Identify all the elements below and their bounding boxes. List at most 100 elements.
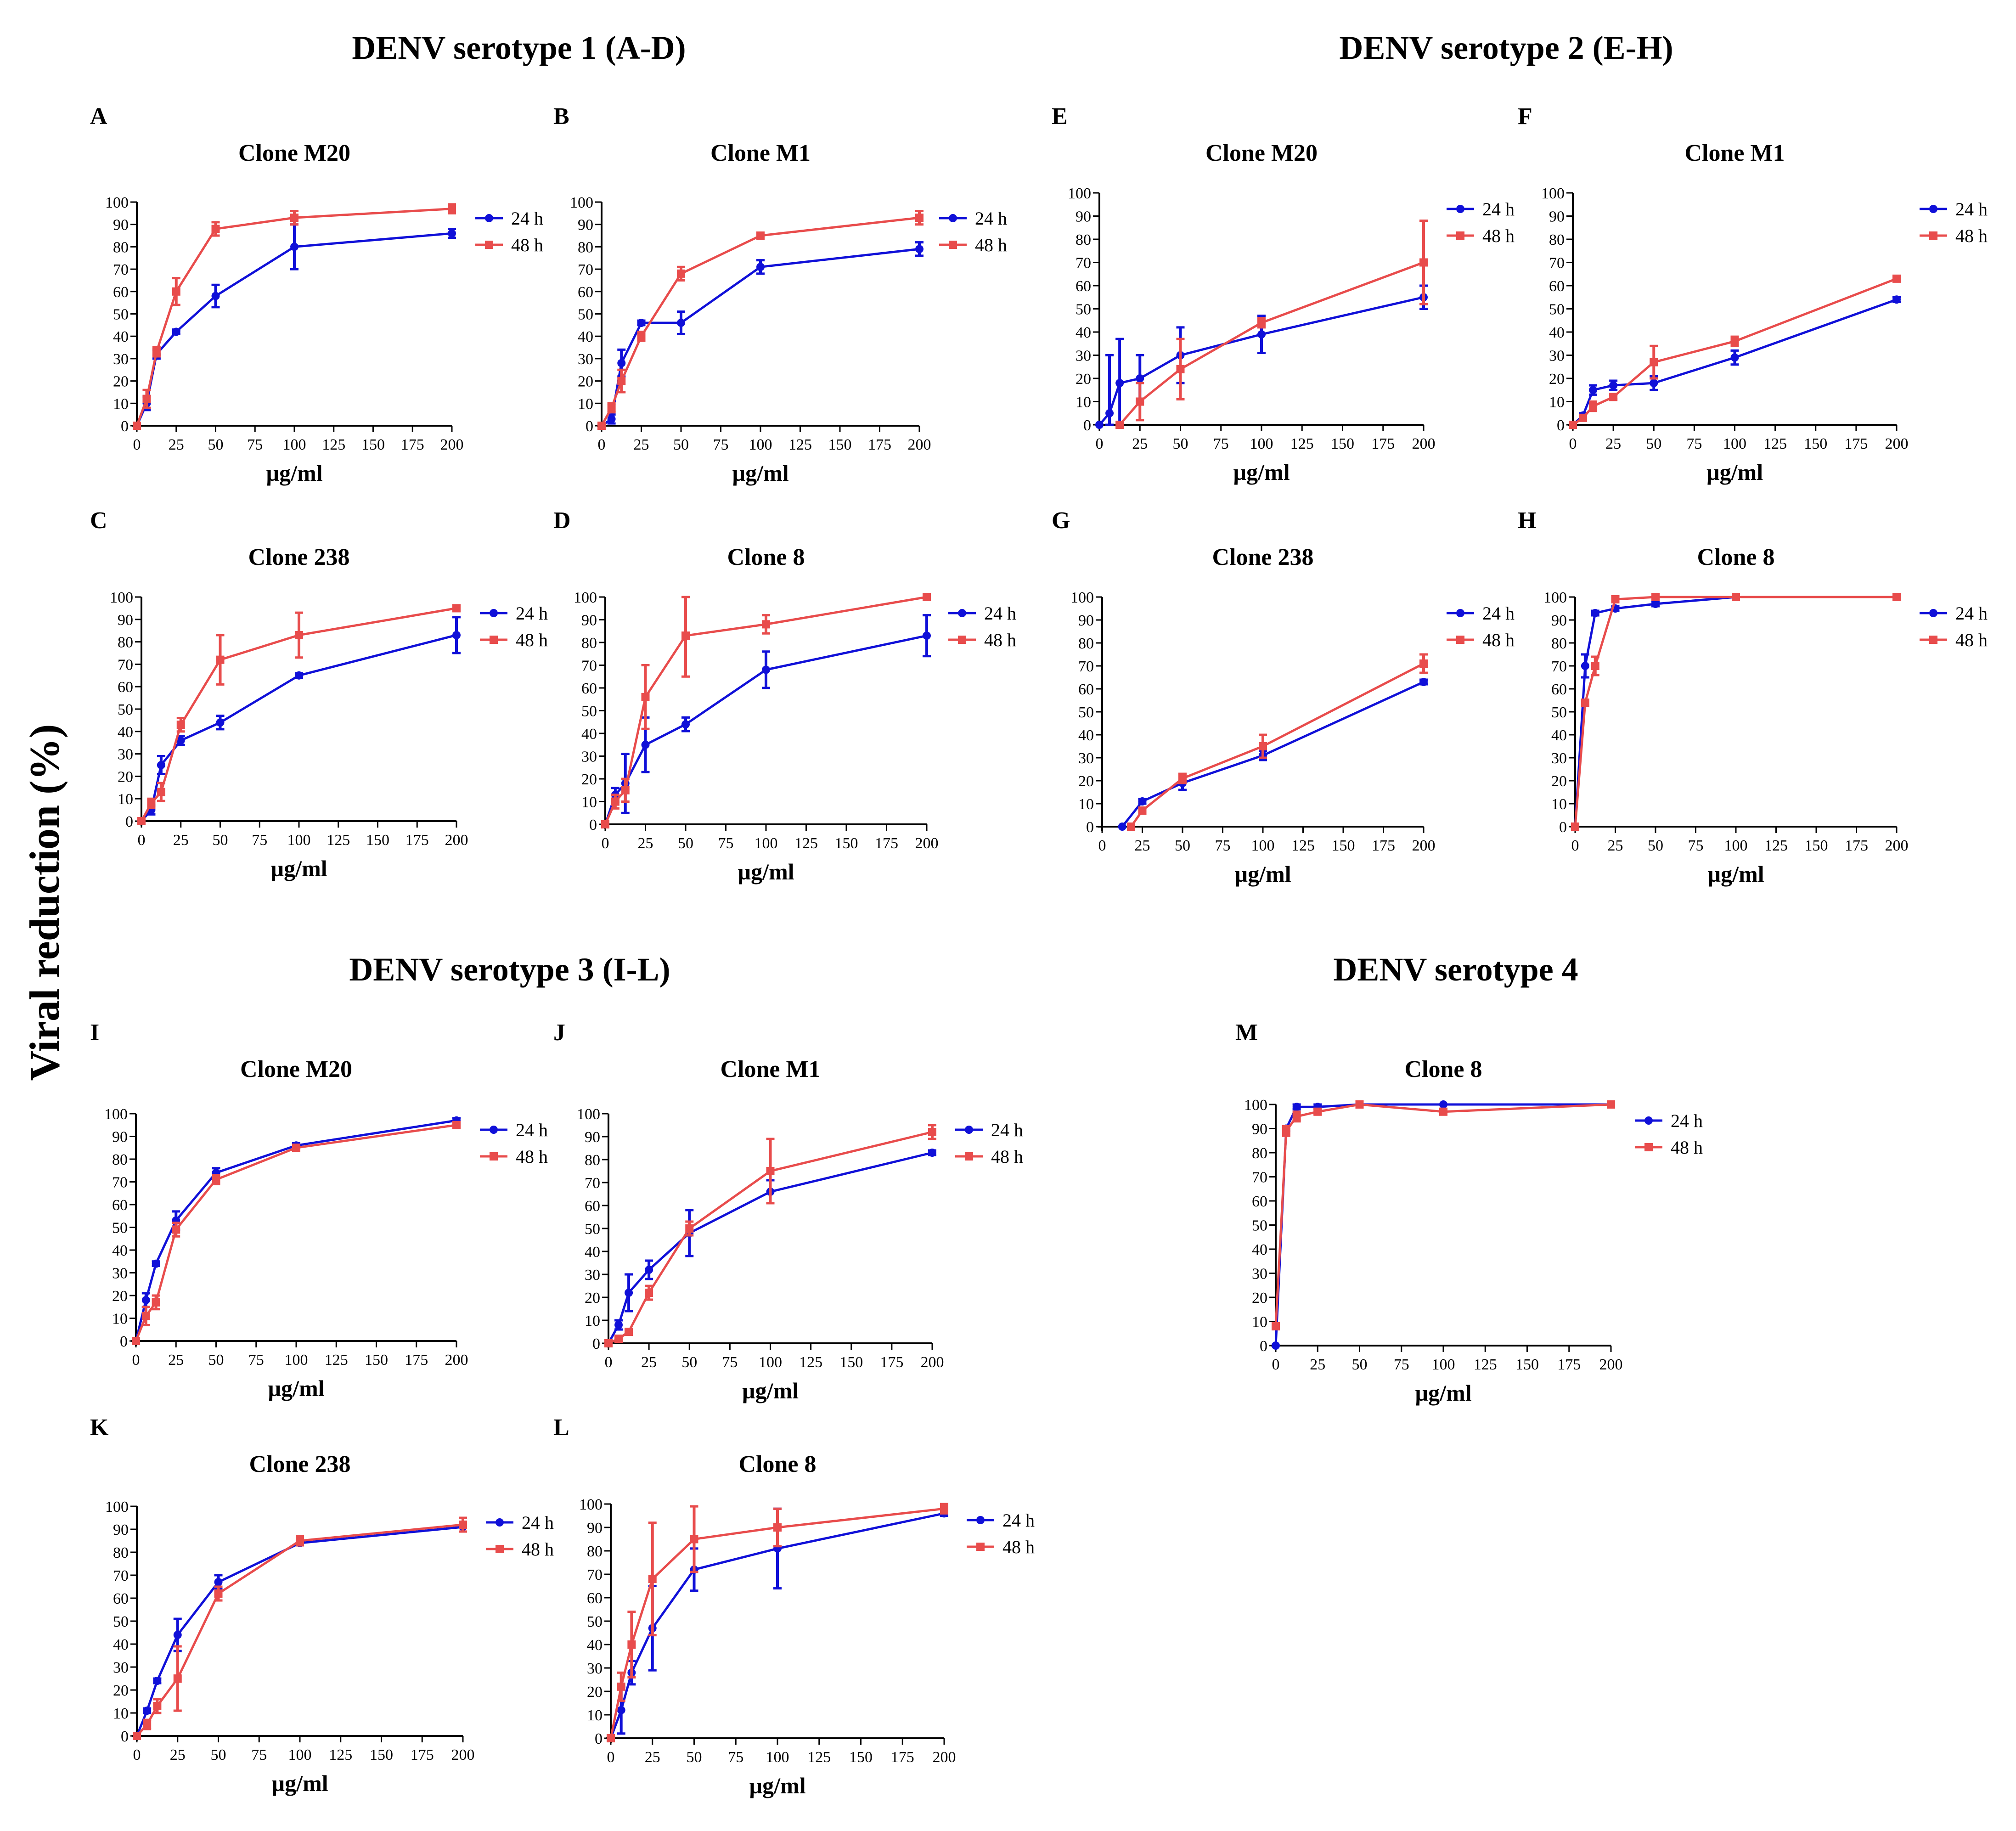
panel-l-x-tick-label: 0 [607, 1749, 615, 1766]
panel-m-series-24h-point [1292, 1103, 1301, 1111]
panel-f-letter: F [1518, 103, 1532, 130]
panel-e-y-tick-label: 50 [1076, 301, 1091, 318]
panel-h-series-48h-point [1581, 699, 1589, 707]
panel-b-legend-label: 24 h [975, 208, 1007, 229]
panel-j-series-24h-point [645, 1266, 653, 1274]
panel-f-legend-marker [1929, 205, 1937, 213]
panel-e-y-tick-label: 70 [1076, 255, 1091, 272]
panel-e-series-48h-point [1176, 365, 1185, 373]
panel-e-x-tick-label: 100 [1250, 435, 1273, 452]
panel-i: I Clone M20 0 10 20 30 40 50 60 70 80 90 100 0 25 50 75 1… [90, 1020, 548, 1401]
panel-l-x-tick-label: 175 [891, 1749, 914, 1766]
panel-i-y-tick-label: 90 [112, 1129, 128, 1146]
panel-i-series-48h-point [292, 1144, 300, 1152]
panel-c-y-tick-label: 80 [118, 634, 133, 651]
panel-c-x-tick-label: 175 [405, 832, 429, 849]
panel-j-y-tick-label: 70 [585, 1175, 600, 1192]
panel-d-series-24h-point [762, 665, 770, 674]
panel-l-series-48h-point [690, 1535, 698, 1544]
panel-m-series-24h-point [1439, 1100, 1447, 1109]
panel-k-series-48h-point [153, 1702, 162, 1710]
panel-j-x-tick-label: 150 [839, 1354, 863, 1371]
panel-j-x-tick-label: 75 [722, 1354, 738, 1371]
panel-a-series-48h-point [448, 204, 456, 213]
panel-k-y-tick-label: 70 [113, 1567, 129, 1584]
panel-f-y-tick-label: 70 [1549, 255, 1565, 272]
panel-k-series-48h-point [173, 1674, 182, 1683]
panel-b-y-tick-label: 90 [578, 217, 593, 234]
panel-h-letter: H [1518, 507, 1536, 534]
panel-l-series-48h-point [627, 1640, 636, 1649]
panel-a-series-24h-point [290, 242, 298, 251]
panel-d-y-tick-label: 30 [581, 749, 597, 766]
panel-j-legend-marker [965, 1152, 973, 1161]
panel-k-series-24h-line [135, 1526, 463, 1736]
panel-l-x-tick-label: 50 [687, 1749, 702, 1766]
panel-c-series-48h-point [295, 631, 303, 639]
panel-g-y-tick-label: 70 [1078, 658, 1094, 675]
panel-f-y-tick-label: 90 [1549, 208, 1565, 225]
panel-a-legend-label: 24 h [511, 208, 543, 229]
panel-g-x-tick-label: 75 [1215, 837, 1231, 854]
panel-b-legend-marker [949, 241, 957, 249]
panel-b-series-24h-point [607, 415, 616, 423]
panel-g-legend-label: 48 h [1482, 630, 1515, 650]
panel-m-y-tick-label: 0 [1260, 1338, 1267, 1355]
panel-d-y-tick-label: 40 [581, 726, 597, 743]
panel-l-y-tick-label: 80 [587, 1543, 603, 1560]
panel-k-letter: K [90, 1414, 109, 1441]
panel-e-series-48h-point [1115, 421, 1124, 429]
panel-l-y-tick-label: 30 [587, 1660, 603, 1677]
panel-b-x-tick-label: 75 [713, 436, 729, 453]
panel-a-series-48h-point [290, 214, 298, 222]
panel-e-legend-marker [1456, 205, 1464, 213]
panel-k-x-tick-label: 50 [211, 1746, 226, 1763]
panel-e-y-tick-label: 40 [1076, 324, 1091, 341]
panel-e-x-tick-label: 50 [1173, 435, 1188, 452]
panel-b-y-tick-label: 40 [578, 328, 593, 345]
panel-g-legend-marker [1456, 609, 1464, 617]
panel-m-series-48h-point [1355, 1100, 1364, 1109]
panel-m-y-tick-label: 100 [1244, 1097, 1267, 1114]
panel-a-y-tick-label: 100 [105, 194, 129, 211]
panel-m-series-48h-point [1439, 1107, 1447, 1116]
panel-d-x-tick-label: 75 [718, 835, 734, 852]
panel-c-y-tick-label: 70 [118, 656, 133, 673]
panel-b-letter: B [553, 103, 569, 130]
panel-b-y-tick-label: 60 [578, 284, 593, 301]
panel-b-y-tick-label: 100 [570, 194, 593, 211]
panel-a-series-24h-point [448, 229, 456, 238]
panel-k: K Clone 238 0 10 20 30 40 50 60 70 80 90 100 0 25 50 75 1… [90, 1414, 554, 1796]
panel-d-legend-marker [958, 609, 966, 617]
panel-d-series-48h-point [681, 631, 690, 640]
panel-i-x-tick-label: 175 [405, 1352, 428, 1369]
panel-h-x-tick-label: 200 [1885, 837, 1909, 854]
panel-j-y-tick-label: 10 [585, 1313, 600, 1330]
panel-k-legend-marker [496, 1518, 504, 1527]
panel-i-x-tick-label: 25 [168, 1352, 184, 1369]
panel-j-series-48h-point [604, 1339, 613, 1347]
panel-a-series-48h-point [152, 348, 161, 356]
panel-d-x-label: µg/ml [738, 859, 794, 885]
panel-g-x-tick-label: 50 [1175, 837, 1190, 854]
panel-h-legend-label: 48 h [1955, 630, 1988, 650]
panel-d-x-tick-label: 25 [638, 835, 653, 852]
panel-f-x-label: µg/ml [1706, 459, 1763, 485]
panel-d-legend-label: 48 h [984, 630, 1016, 650]
panel-a-y-tick-label: 30 [113, 351, 129, 368]
panel-b-x-label: µg/ml [732, 460, 788, 486]
panel-e-series-24h-point [1115, 379, 1124, 388]
panel-l-series-48h [607, 1503, 948, 1742]
panel-c-y-tick-label: 20 [118, 768, 133, 785]
panel-c-series-48h-point [452, 604, 461, 613]
panel-i-y-tick-label: 60 [112, 1197, 128, 1214]
panel-k-series-48h-point [214, 1589, 223, 1598]
panel-b-series-48h [597, 209, 924, 430]
panel-m-y-tick-label: 30 [1252, 1266, 1267, 1283]
panel-b-y-tick-label: 30 [578, 351, 593, 368]
panel-c-x-tick-label: 75 [252, 832, 267, 849]
panel-m-series-48h-point [1607, 1100, 1615, 1109]
panel-k-y-tick-label: 0 [121, 1728, 129, 1745]
panel-i-y-tick-label: 40 [112, 1242, 128, 1259]
panel-a-y-tick-label: 20 [113, 373, 129, 390]
